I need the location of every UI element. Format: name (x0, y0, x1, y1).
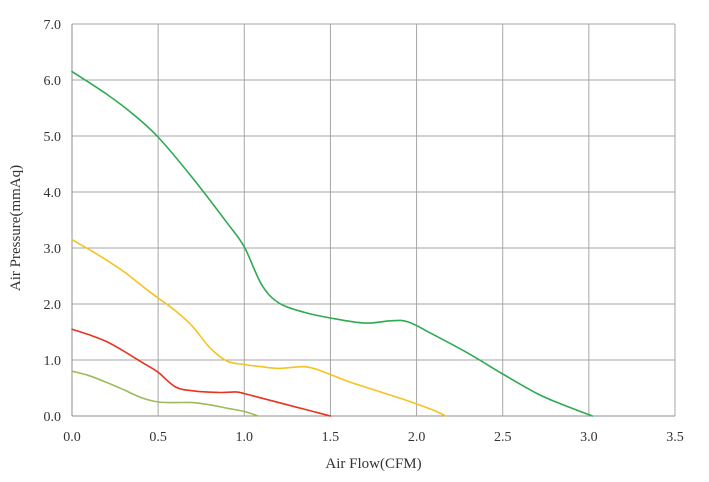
series-line-2 (71, 238, 447, 417)
y-tick-label: 6.0 (44, 74, 62, 89)
x-axis-title: Air Flow(CFM) (325, 456, 421, 472)
series-line-4 (71, 370, 259, 417)
y-tick-label: 2.0 (44, 298, 62, 313)
y-tick-label: 5.0 (44, 130, 62, 145)
grid (71, 23, 676, 417)
y-tick-label: 3.0 (44, 242, 62, 257)
x-tick-label: 3.0 (580, 430, 598, 445)
x-tick-label: 0.5 (149, 430, 167, 445)
x-tick-label: 2.5 (494, 430, 512, 445)
series-lines (71, 70, 594, 417)
x-tick-label: 0.0 (63, 430, 81, 445)
series-line-3 (71, 328, 332, 417)
y-axis-ticks: 0.0 1.0 2.0 3.0 4.0 5.0 6.0 7.0 (44, 18, 62, 425)
y-tick-label: 1.0 (44, 354, 62, 369)
x-tick-label: 1.5 (322, 430, 340, 445)
x-tick-label: 2.0 (408, 430, 426, 445)
x-tick-label: 3.5 (666, 430, 684, 445)
x-tick-label: 1.0 (236, 430, 254, 445)
series-line-1 (71, 70, 594, 417)
y-axis-title: Air Pressure(mmAq) (8, 165, 24, 291)
y-tick-label: 7.0 (44, 18, 62, 33)
y-tick-label: 4.0 (44, 186, 62, 201)
x-axis-ticks: 0.0 0.5 1.0 1.5 2.0 2.5 3.0 3.5 (63, 430, 684, 445)
y-tick-label: 0.0 (44, 410, 62, 425)
